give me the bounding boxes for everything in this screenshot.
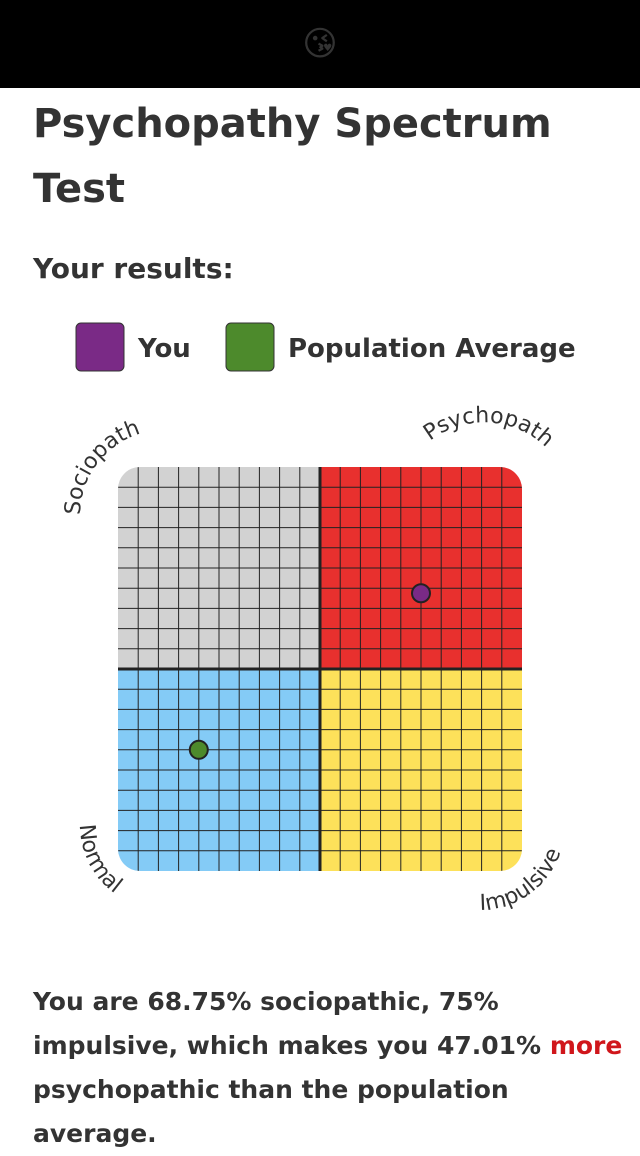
corner-label: Psychopath bbox=[419, 403, 558, 452]
result-highlight: more bbox=[549, 1031, 623, 1060]
data-point bbox=[411, 583, 431, 604]
legend-label: Population Average bbox=[288, 334, 576, 364]
subtitle: Your results: bbox=[33, 252, 234, 285]
emoji: 😘 bbox=[302, 24, 338, 64]
legend-swatch bbox=[225, 322, 275, 372]
result-part: You are 68.75% sociopathic, 75% impulsiv… bbox=[33, 987, 542, 1060]
data-point bbox=[188, 739, 209, 760]
legend-swatch bbox=[75, 322, 125, 372]
chart: Sociopath Psychopath Normal Impulsive Yo… bbox=[61, 322, 576, 916]
result-text: You are 68.75% sociopathic, 75% impulsiv… bbox=[33, 980, 623, 1156]
top-bar: 😘 bbox=[0, 0, 640, 88]
result-part: psychopathic than the population average… bbox=[33, 1075, 509, 1148]
legend-label: You bbox=[137, 334, 191, 364]
corner-label-text: Psychopath bbox=[419, 403, 558, 452]
plot-area bbox=[118, 467, 522, 871]
page-title: Psychopathy Spectrum Test bbox=[33, 101, 552, 212]
